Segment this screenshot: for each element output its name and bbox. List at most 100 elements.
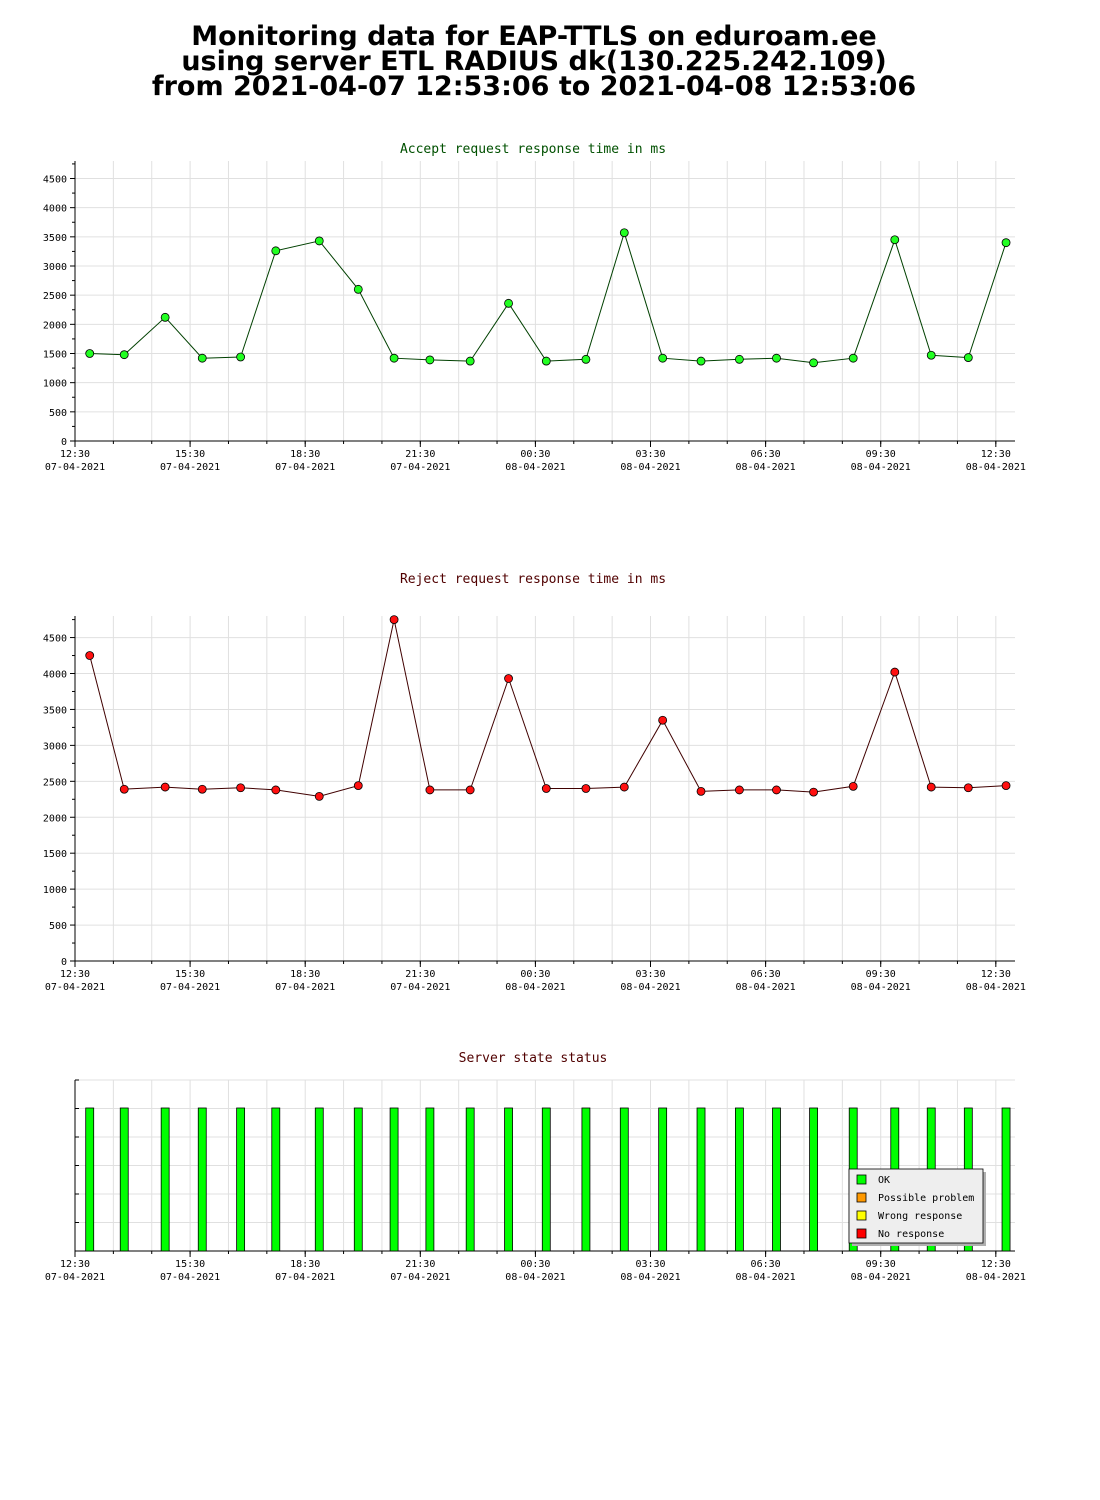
x-tick-time: 21:30	[405, 1259, 435, 1270]
status-bar	[314, 1107, 324, 1252]
x-tick-time: 21:30	[405, 449, 435, 460]
title-line-2: using server ETL RADIUS dk(130.225.242.1…	[181, 46, 887, 77]
status-bar	[119, 1107, 129, 1252]
data-point	[963, 353, 973, 362]
legend-label: Possible problem	[878, 1193, 974, 1204]
x-tick-time: 12:30	[60, 969, 90, 980]
data-point	[1001, 781, 1011, 791]
chart-title: Reject request response time in ms	[400, 572, 666, 587]
x-tick-date: 07-04-2021	[160, 462, 220, 473]
x-tick-date: 07-04-2021	[275, 462, 335, 473]
x-tick-date: 07-04-2021	[275, 982, 335, 993]
x-tick-time: 18:30	[290, 969, 320, 980]
legend-swatch	[856, 1228, 867, 1239]
x-tick-date: 08-04-2021	[851, 462, 911, 473]
data-point	[963, 783, 973, 793]
x-tick-date: 08-04-2021	[620, 982, 680, 993]
status-bar	[1001, 1107, 1011, 1252]
x-tick-time: 00:30	[520, 969, 550, 980]
data-point	[696, 786, 706, 796]
x-tick-time: 15:30	[175, 1259, 205, 1270]
data-point	[353, 284, 363, 294]
legend-label: Wrong response	[878, 1211, 962, 1222]
data-point	[389, 353, 399, 363]
x-tick-time: 00:30	[520, 449, 550, 460]
x-tick-time: 18:30	[290, 449, 320, 460]
status-bar	[581, 1107, 591, 1252]
data-point	[926, 782, 936, 792]
status-bar	[197, 1107, 207, 1252]
data-point	[504, 298, 513, 308]
x-tick-time: 12:30	[981, 1259, 1011, 1270]
x-tick-time: 15:30	[175, 449, 205, 460]
data-point	[465, 356, 475, 366]
data-point	[890, 667, 900, 677]
x-tick-time: 09:30	[866, 1259, 896, 1270]
status-bar	[353, 1107, 363, 1252]
data-point	[734, 354, 744, 364]
x-tick-time: 18:30	[290, 1259, 320, 1270]
data-point	[314, 792, 324, 801]
y-tick-label: 3000	[43, 262, 67, 273]
x-tick-date: 07-04-2021	[45, 982, 105, 993]
data-point	[581, 354, 591, 364]
legend-swatch	[856, 1174, 867, 1185]
data-point	[926, 350, 936, 360]
chart-title: Accept request response time in ms	[400, 142, 666, 157]
data-point	[658, 353, 668, 363]
x-tick-date: 08-04-2021	[505, 1272, 565, 1283]
data-point	[1001, 238, 1011, 248]
data-point	[581, 784, 591, 793]
status-bar	[160, 1107, 170, 1252]
y-tick-label: 1500	[43, 350, 67, 361]
status-bar	[734, 1107, 744, 1252]
data-point	[848, 781, 858, 791]
title-line-3: from 2021-04-07 12:53:06 to 2021-04-08 1…	[151, 71, 917, 102]
x-tick-time: 03:30	[635, 449, 665, 460]
x-tick-time: 12:30	[981, 449, 1011, 460]
x-tick-date: 07-04-2021	[45, 1272, 105, 1283]
x-tick-date: 08-04-2021	[966, 462, 1026, 473]
y-tick-label: 500	[49, 921, 67, 932]
x-tick-time: 15:30	[175, 969, 205, 980]
x-tick-date: 07-04-2021	[160, 982, 220, 993]
x-tick-date: 08-04-2021	[620, 462, 680, 473]
y-tick-label: 2000	[43, 320, 67, 331]
x-tick-date: 07-04-2021	[45, 462, 105, 473]
y-tick-label: 4000	[43, 204, 67, 215]
y-tick-label: 4500	[43, 175, 67, 186]
status-bar	[271, 1107, 281, 1252]
status-bar	[465, 1107, 475, 1252]
status-bar	[504, 1107, 513, 1252]
chart-title: Server state status	[459, 1051, 608, 1066]
data-point	[314, 236, 324, 246]
y-tick-label: 3500	[43, 233, 67, 244]
data-point	[197, 353, 207, 363]
y-tick-label: 1000	[43, 379, 67, 390]
data-point	[425, 355, 435, 365]
x-tick-date: 08-04-2021	[736, 982, 796, 993]
data-point	[160, 312, 170, 322]
y-tick-label: 3500	[43, 705, 67, 716]
data-point	[271, 246, 281, 256]
legend-swatch	[856, 1210, 867, 1221]
y-tick-label: 0	[61, 437, 67, 448]
x-tick-time: 21:30	[405, 969, 435, 980]
data-point	[696, 356, 706, 366]
data-point	[809, 358, 818, 368]
x-tick-date: 08-04-2021	[851, 1272, 911, 1283]
status-bar	[809, 1107, 818, 1252]
data-point	[772, 785, 781, 795]
data-point	[734, 785, 744, 795]
y-tick-label: 4000	[43, 670, 67, 681]
x-tick-time: 00:30	[520, 1259, 550, 1270]
status-bar	[236, 1107, 246, 1252]
x-tick-time: 12:30	[60, 1259, 90, 1270]
x-tick-date: 07-04-2021	[160, 1272, 220, 1283]
status-bar	[389, 1107, 399, 1252]
x-tick-date: 07-04-2021	[390, 1272, 450, 1283]
y-tick-label: 500	[49, 408, 67, 419]
data-point	[619, 782, 629, 792]
y-tick-label: 2500	[43, 777, 67, 788]
data-point	[658, 715, 668, 725]
